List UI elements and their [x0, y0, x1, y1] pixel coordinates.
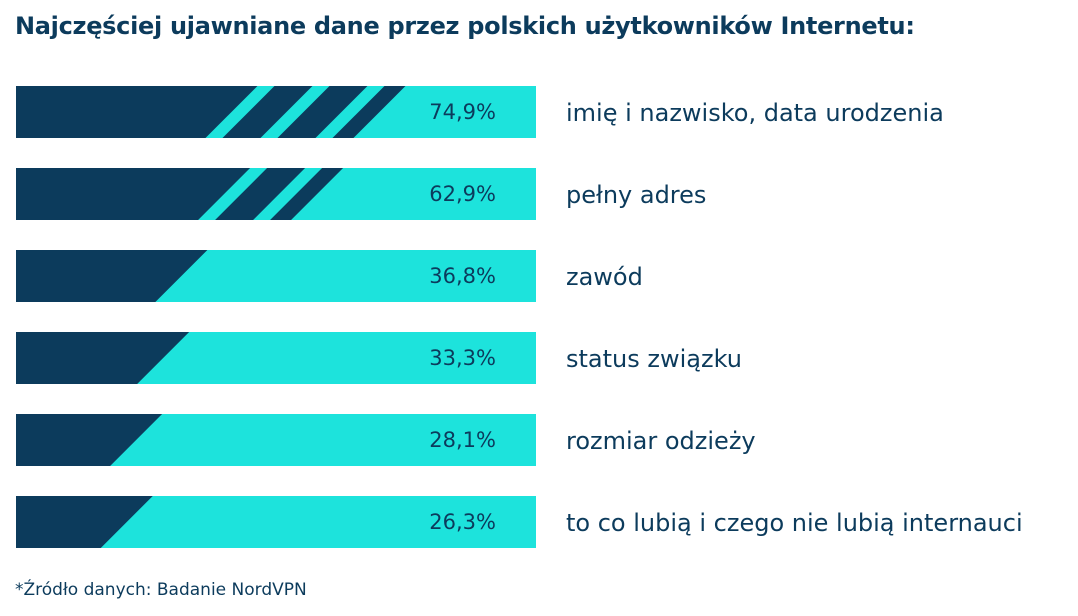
bar-stripe [260, 86, 330, 138]
bar-row: 26,3% to co lubią i czego nie lubią inter… [16, 496, 1023, 548]
bar-row: 33,3% status związku [16, 332, 742, 384]
bar-row: 28,1% rozmiar odzieży [16, 414, 756, 466]
bar-value-fill [16, 250, 208, 302]
category-label: status związku [566, 345, 742, 373]
category-label: to co lubią i czego nie lubią internauci [566, 509, 1023, 537]
bar-value-label: 33,3% [429, 346, 496, 370]
bar-row: 36,8% zawód [16, 250, 643, 302]
source-note: *Źródło danych: Badanie NordVPN [15, 580, 307, 600]
bar-value-fill [16, 414, 163, 466]
bar-value-fill [16, 332, 190, 384]
bar-stripe [205, 86, 275, 138]
bar-value-label: 74,9% [429, 100, 496, 124]
category-label: imię i nazwisko, data urodzenia [566, 99, 944, 127]
category-label: zawód [566, 263, 643, 291]
chart-title: Najczęściej ujawniane dane przez polskic… [15, 12, 915, 40]
bar-value-label: 36,8% [429, 264, 496, 288]
bar-stripe [253, 168, 323, 220]
bar-row: 62,9% pełny adres [16, 168, 706, 220]
bar-value-label: 26,3% [429, 510, 496, 534]
bar-stripe [315, 86, 385, 138]
bar-stripe [198, 168, 268, 220]
bar-value-label: 28,1% [429, 428, 496, 452]
bar-value-fill [16, 168, 344, 220]
bar-value-fill [16, 496, 153, 548]
bar-value-label: 62,9% [429, 182, 496, 206]
bar-row: 74,9% imię i nazwisko, data urodzenia [16, 86, 944, 138]
category-label: pełny adres [566, 181, 706, 209]
category-label: rozmiar odzieży [566, 427, 756, 455]
